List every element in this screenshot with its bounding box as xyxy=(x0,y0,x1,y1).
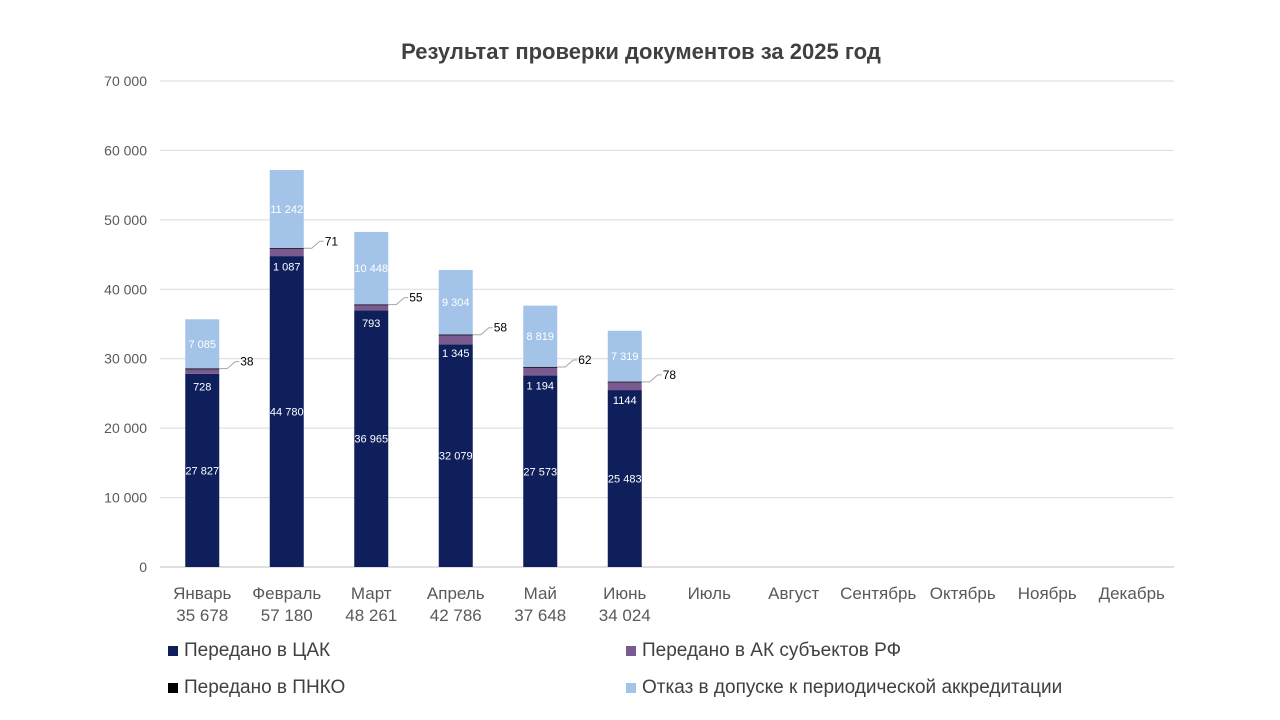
data-label-leader xyxy=(557,359,578,368)
data-label-leader xyxy=(472,327,493,336)
data-label-ak-subjects: 793 xyxy=(362,318,380,330)
bar-pnko xyxy=(269,248,304,249)
data-label-tsak: 27 573 xyxy=(523,466,557,478)
x-tick-label: Июль xyxy=(688,584,732,603)
data-label-ak-subjects: 1 194 xyxy=(526,380,554,392)
y-tick-label: 60 000 xyxy=(104,142,147,158)
category-total-label: 37 648 xyxy=(514,606,566,625)
y-tick-label: 30 000 xyxy=(104,351,147,367)
legend-swatch xyxy=(168,646,178,656)
legend-item-pnko: Передано в ПНКО xyxy=(168,677,345,699)
x-tick-label: Июнь xyxy=(603,584,646,603)
bar-ak-subjects xyxy=(354,304,389,311)
y-tick-label: 20 000 xyxy=(104,420,147,436)
data-label-pnko: 55 xyxy=(409,291,423,305)
y-tick-label: 40 000 xyxy=(104,281,147,297)
data-label-refusal: 8 819 xyxy=(526,331,554,343)
legend-label: Передано в ПНКО xyxy=(184,677,346,698)
y-tick-label: 70 000 xyxy=(104,73,147,89)
data-label-tsak: 32 079 xyxy=(439,451,473,463)
data-label-ak-subjects: 1144 xyxy=(613,395,637,407)
x-tick-label: Сентябрь xyxy=(840,584,916,603)
bar-ak-subjects xyxy=(438,334,473,345)
data-label-tsak: 25 483 xyxy=(608,474,642,486)
bar-ak-subjects xyxy=(607,382,642,391)
bar-refusal xyxy=(185,319,220,369)
bar-refusal xyxy=(269,170,304,249)
category-total-label: 57 180 xyxy=(261,606,313,625)
data-label-refusal: 11 242 xyxy=(270,204,303,216)
x-tick-label: Март xyxy=(351,584,392,603)
category-total-label: 34 024 xyxy=(599,606,651,625)
legend-swatch xyxy=(168,683,178,693)
data-label-leader xyxy=(641,374,662,383)
x-tick-label: Октябрь xyxy=(930,584,996,603)
bar-refusal xyxy=(607,330,642,382)
bar-refusal xyxy=(354,231,389,305)
data-label-tsak: 36 965 xyxy=(354,434,388,446)
data-label-leader xyxy=(388,297,409,306)
data-label-tsak: 27 827 xyxy=(185,465,219,477)
bar-tsak xyxy=(523,375,558,567)
bar-refusal xyxy=(523,305,558,367)
x-tick-label: Февраль xyxy=(252,584,321,603)
bar-ak-subjects xyxy=(523,367,558,376)
bar-pnko xyxy=(185,368,220,370)
bar-ak-subjects xyxy=(269,248,304,257)
legend-swatch xyxy=(626,683,636,693)
data-label-leader xyxy=(303,240,324,249)
data-label-ak-subjects: 728 xyxy=(193,382,211,394)
data-label-pnko: 78 xyxy=(663,368,677,382)
y-tick-label: 10 000 xyxy=(104,490,147,506)
legend-item-refusal: Отказ в допуске к периодической аккредит… xyxy=(626,677,1062,699)
bar-pnko xyxy=(607,381,642,383)
x-tick-label: Май xyxy=(524,584,557,603)
bar-refusal xyxy=(438,269,473,335)
legend-label: Передано в ЦАК xyxy=(184,640,331,661)
bar-tsak xyxy=(269,256,304,567)
data-label-leader xyxy=(219,361,240,370)
chart-title: Результат проверки документов за 2025 го… xyxy=(401,39,881,64)
bar-pnko xyxy=(354,304,389,306)
x-tick-label: Январь xyxy=(173,584,231,603)
data-label-ak-subjects: 1 345 xyxy=(442,348,470,360)
data-label-pnko: 71 xyxy=(325,234,339,248)
data-label-pnko: 38 xyxy=(240,355,254,369)
x-tick-label: Ноябрь xyxy=(1018,584,1077,603)
x-tick-label: Август xyxy=(768,584,819,603)
bar-tsak xyxy=(607,390,642,567)
bar-pnko xyxy=(523,366,558,368)
bar-tsak xyxy=(438,344,473,567)
y-tick-label: 0 xyxy=(139,559,147,575)
data-label-refusal: 7 319 xyxy=(611,351,639,363)
bar-tsak xyxy=(354,310,389,567)
legend-item-ak-subjects: Передано в АК субъектов РФ xyxy=(626,640,901,662)
data-label-refusal: 7 085 xyxy=(188,339,216,351)
data-label-refusal: 10 448 xyxy=(354,263,388,275)
x-tick-label: Апрель xyxy=(427,584,485,603)
y-tick-label: 50 000 xyxy=(104,212,147,228)
category-total-label: 35 678 xyxy=(176,606,228,625)
data-label-refusal: 9 304 xyxy=(442,297,470,309)
x-tick-label: Декабрь xyxy=(1099,584,1165,603)
legend-label: Передано в АК субъектов РФ xyxy=(642,640,902,661)
data-label-pnko: 62 xyxy=(578,353,592,367)
data-label-pnko: 58 xyxy=(494,321,508,335)
category-total-label: 48 261 xyxy=(345,606,397,625)
data-label-tsak: 44 780 xyxy=(270,407,304,419)
bar-ak-subjects xyxy=(185,368,220,374)
category-total-label: 42 786 xyxy=(430,606,482,625)
legend-item-tsak: Передано в ЦАК xyxy=(168,640,330,662)
data-label-ak-subjects: 1 087 xyxy=(273,262,301,274)
bar-tsak xyxy=(185,373,220,567)
legend-label: Отказ в допуске к периодической аккредит… xyxy=(642,677,1063,698)
bar-pnko xyxy=(438,334,473,336)
legend-swatch xyxy=(626,646,636,656)
